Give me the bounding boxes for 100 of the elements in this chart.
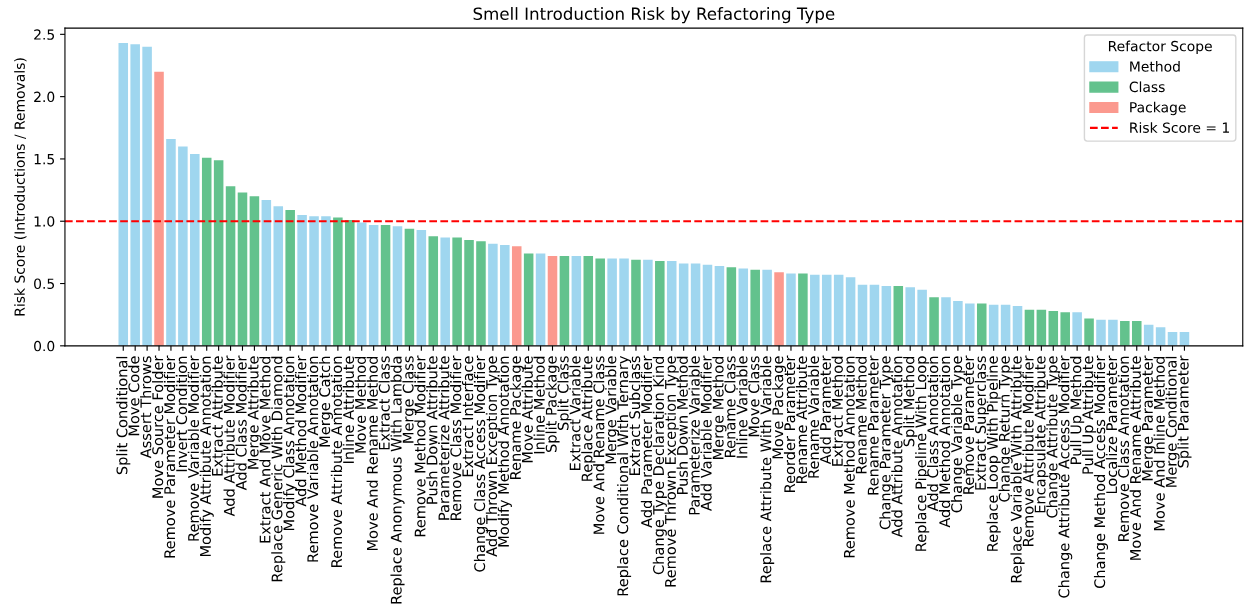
bar — [166, 139, 176, 346]
x-tick-label: Extract Attribute — [211, 356, 223, 476]
bar — [559, 256, 570, 346]
x-tick-label: Remove Parameter — [963, 355, 975, 494]
bar — [213, 160, 224, 346]
x-tick-label: Remove Variable Annotation — [306, 356, 319, 562]
bar — [583, 256, 594, 346]
bar — [261, 200, 272, 346]
x-tick-label: Parameterize Variable — [688, 356, 700, 515]
x-tick-label: Rename Variable — [807, 356, 820, 478]
bar — [249, 196, 260, 346]
x-tick-label: Remove Method Annotation — [843, 356, 855, 558]
bar — [392, 226, 403, 346]
x-tick-label: Parameterize Attribute — [438, 356, 450, 520]
bar — [762, 269, 772, 346]
x-tick-label: Remove Variable Modifier — [187, 355, 200, 541]
bar — [190, 153, 200, 346]
x-tick-label: Rename Parameter — [867, 355, 879, 495]
bar — [714, 266, 725, 346]
x-tick-label: Move And Rename Method — [366, 356, 378, 551]
bar — [690, 263, 701, 346]
bar — [452, 237, 462, 346]
bar — [178, 146, 188, 346]
bar — [118, 43, 129, 346]
bar — [929, 297, 939, 346]
bar — [1096, 319, 1106, 346]
bar — [547, 256, 558, 346]
bar — [309, 216, 319, 346]
x-tick-label: Inline Method — [533, 356, 545, 454]
bar — [1036, 309, 1047, 346]
bar — [833, 274, 844, 346]
x-tick-label: Remove Class Annotation — [1117, 356, 1130, 541]
bar — [607, 258, 617, 346]
bar — [345, 219, 355, 346]
bar — [571, 256, 582, 346]
bar — [655, 261, 665, 346]
x-tick-label: Add Parameter Modifier — [640, 355, 653, 528]
bar — [237, 192, 248, 346]
bar — [976, 303, 987, 346]
x-tick-label: Inline Attribute — [342, 356, 355, 464]
bar — [428, 236, 439, 346]
bar — [476, 241, 486, 346]
bar — [154, 71, 164, 346]
x-tick-label: Add Parameter — [819, 355, 831, 465]
bar — [619, 258, 629, 346]
x-tick-label: Push Down Attribute — [426, 356, 438, 504]
bar — [1120, 320, 1130, 346]
bar — [380, 224, 391, 346]
bar — [738, 268, 749, 346]
bar — [893, 286, 904, 346]
bar — [666, 261, 677, 346]
legend-label: Risk Score = 1 — [1130, 122, 1229, 133]
bar — [786, 273, 796, 346]
bar — [643, 259, 653, 346]
bar — [1012, 305, 1023, 346]
x-tick-label: Move Method — [354, 356, 366, 453]
bar — [225, 186, 236, 346]
bar — [798, 273, 808, 346]
x-tick-label: Localize Parameter — [1105, 355, 1118, 494]
bar — [201, 157, 212, 346]
x-tick-label: Extract Interface — [461, 356, 474, 477]
x-tick-label: Add Attribute Modifier — [223, 355, 235, 517]
bar — [273, 206, 284, 346]
bar — [726, 267, 737, 346]
bar — [500, 244, 510, 346]
bar — [1048, 310, 1059, 346]
bar — [631, 259, 641, 346]
chart-title: Smell Introduction Risk by Refactoring Type — [473, 7, 835, 24]
x-tick-label: Rename Method — [855, 356, 867, 474]
bar — [1000, 304, 1011, 346]
bar — [965, 303, 975, 346]
bar — [988, 304, 999, 346]
bar — [488, 243, 498, 346]
bar — [953, 300, 963, 346]
legend-label: Class — [1129, 81, 1165, 93]
bar — [1024, 309, 1035, 346]
bar — [750, 269, 760, 346]
bar — [1108, 319, 1118, 346]
bar — [595, 258, 605, 346]
x-tick-label: Rename Attribute — [795, 356, 808, 483]
bar — [941, 297, 951, 346]
bar — [810, 274, 820, 346]
legend-title: Refactor Scope — [1108, 40, 1212, 55]
x-tick-label: Add Class Modifier — [235, 355, 247, 491]
bar — [881, 286, 892, 346]
bar — [1131, 320, 1142, 346]
bar — [142, 46, 152, 346]
y-tick-label: 0.0 — [34, 340, 55, 352]
bar — [404, 228, 415, 346]
x-tick-label: Remove Parameter Modifier — [163, 355, 176, 558]
bar — [535, 253, 546, 346]
bar — [678, 263, 689, 346]
bar — [857, 284, 868, 346]
bar — [821, 274, 832, 346]
bar — [905, 287, 915, 346]
bar — [1155, 327, 1166, 346]
y-tick-label: 0.5 — [34, 278, 55, 289]
x-tick-label: Inline Variable — [736, 356, 748, 458]
x-tick-label: Invert Condition — [175, 356, 188, 472]
bar — [356, 222, 367, 346]
